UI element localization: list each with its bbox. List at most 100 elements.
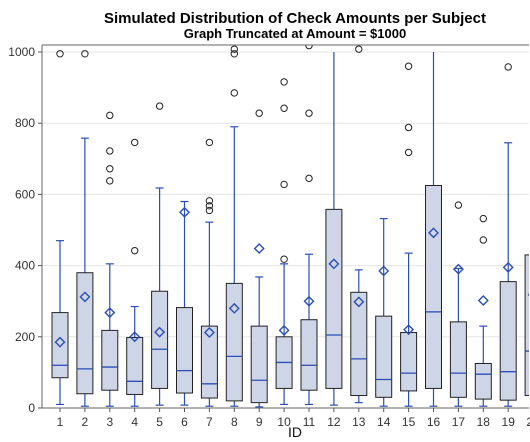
- outlier-point: [280, 180, 288, 189]
- outlier-point: [106, 165, 114, 173]
- box-iqr: [76, 272, 94, 395]
- box-iqr: [126, 337, 144, 395]
- x-axis-title: ID: [288, 424, 302, 440]
- y-tick-label: 600: [15, 187, 35, 201]
- y-tick-label: 200: [15, 330, 35, 344]
- mean-marker: [303, 295, 315, 307]
- box-iqr: [474, 363, 492, 400]
- x-tick-label: 8: [231, 415, 238, 429]
- y-tick-label: 1000: [8, 45, 35, 59]
- mean-marker: [477, 294, 489, 306]
- box-11: [300, 45, 318, 406]
- x-tick-label: 10: [277, 415, 291, 429]
- x-tick-label: 14: [377, 415, 391, 429]
- mean-marker: [203, 327, 215, 339]
- outlier-point: [230, 45, 239, 53]
- outlier-point: [305, 109, 313, 117]
- outlier-point: [404, 62, 413, 70]
- mean-marker: [502, 261, 514, 273]
- box-iqr: [499, 281, 517, 401]
- mean-marker: [378, 265, 390, 277]
- outlier-point: [404, 148, 413, 157]
- box-iqr: [176, 307, 193, 394]
- outlier-point: [205, 138, 214, 147]
- outlier-point: [404, 123, 413, 132]
- mean-marker: [328, 258, 340, 270]
- x-tick-label: 5: [156, 415, 163, 429]
- x-tick-label: 20: [526, 415, 530, 429]
- outlier-point: [205, 206, 214, 215]
- outlier-point: [106, 177, 114, 185]
- outlier-point: [131, 246, 139, 255]
- x-tick-label: 15: [402, 415, 416, 429]
- x-tick-label: 17: [452, 415, 466, 429]
- x-tick-label: 2: [82, 415, 89, 429]
- box-iqr: [350, 291, 368, 397]
- box-iqr: [51, 312, 69, 379]
- box-6: [176, 200, 193, 406]
- mean-marker: [228, 302, 240, 314]
- mean-marker: [253, 243, 265, 255]
- box-iqr: [151, 290, 169, 389]
- box-10: [275, 78, 293, 406]
- mean-marker: [79, 291, 91, 303]
- box-14: [375, 218, 393, 407]
- mean-marker: [403, 324, 415, 336]
- mean-marker: [154, 326, 166, 338]
- box-iqr: [425, 185, 442, 389]
- x-tick-label: 16: [427, 415, 441, 429]
- mean-marker: [179, 206, 190, 218]
- box-19: [499, 63, 517, 407]
- x-tick-label: 12: [327, 415, 341, 429]
- outlier-point: [280, 78, 288, 86]
- mean-marker: [129, 331, 141, 343]
- box-iqr: [400, 332, 418, 392]
- outlier-point: [454, 201, 463, 209]
- box-iqr: [250, 325, 268, 404]
- outlier-point: [205, 197, 214, 205]
- x-tick-label: 13: [352, 415, 366, 429]
- outlier-point: [230, 50, 239, 58]
- outlier-point: [155, 102, 164, 110]
- box-8: [225, 45, 243, 407]
- box-3: [101, 111, 119, 407]
- chart-title: Simulated Distribution of Check Amounts …: [104, 10, 486, 27]
- mean-marker: [54, 336, 66, 348]
- box-1: [51, 50, 69, 406]
- x-tick-label: 7: [206, 415, 213, 429]
- box-18: [474, 214, 492, 407]
- x-tick-label: 3: [106, 415, 113, 429]
- outlier-point: [479, 236, 487, 244]
- mean-marker: [104, 307, 116, 319]
- y-tick-label: 0: [28, 401, 35, 415]
- box-15: [400, 62, 418, 407]
- box-iqr: [375, 315, 393, 398]
- mean-marker: [428, 227, 439, 239]
- box-iqr: [200, 325, 218, 399]
- x-tick-label: 6: [181, 415, 188, 429]
- box-iqr: [449, 321, 467, 398]
- outlier-point: [280, 104, 288, 112]
- box-iqr: [101, 329, 119, 391]
- x-tick-label: 1: [57, 415, 64, 429]
- outlier-point: [305, 45, 313, 50]
- x-tick-label: 9: [256, 415, 263, 429]
- mean-marker: [452, 263, 464, 275]
- outlier-point: [106, 147, 114, 155]
- y-tick-label: 800: [15, 116, 35, 130]
- outlier-point: [131, 138, 139, 147]
- outlier-point: [305, 174, 313, 183]
- chart-subtitle: Graph Truncated at Amount = $1000: [183, 26, 407, 41]
- outlier-point: [205, 202, 214, 210]
- box-iqr: [300, 319, 318, 391]
- mean-marker: [353, 296, 365, 308]
- box-iqr: [225, 282, 243, 402]
- y-tick-label: 400: [15, 259, 35, 273]
- outlier-point: [504, 63, 512, 71]
- box-16: [425, 52, 442, 407]
- box-9: [250, 109, 268, 408]
- box-7: [200, 138, 218, 407]
- box-5: [151, 102, 169, 406]
- box-20: [524, 254, 529, 397]
- x-tick-label: 19: [502, 415, 516, 429]
